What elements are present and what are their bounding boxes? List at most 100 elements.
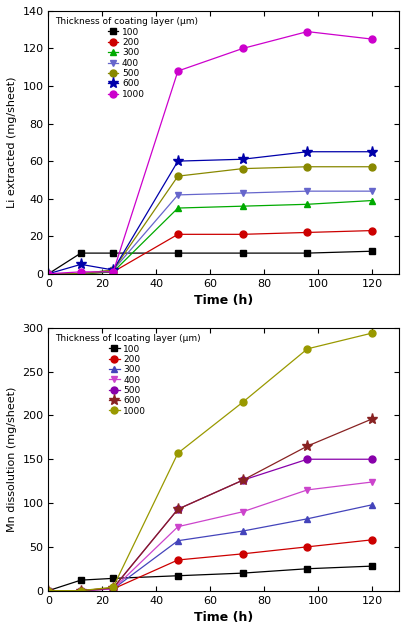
Line: 500: 500	[45, 456, 375, 594]
600	[78, 261, 83, 268]
300	[304, 201, 309, 208]
400	[175, 523, 180, 531]
1000	[46, 270, 51, 278]
1000	[304, 345, 309, 353]
1000	[240, 399, 245, 406]
100	[111, 249, 115, 257]
100	[369, 562, 373, 570]
100	[304, 565, 309, 572]
Line: 200: 200	[45, 536, 375, 594]
300	[369, 197, 373, 204]
600	[111, 584, 115, 592]
Line: 100: 100	[45, 248, 375, 277]
600	[175, 505, 180, 513]
200	[304, 228, 309, 236]
1000	[369, 35, 373, 43]
200	[240, 230, 245, 238]
400	[304, 486, 309, 493]
500	[240, 165, 245, 172]
Line: 500: 500	[45, 163, 375, 277]
200	[175, 556, 180, 563]
600	[304, 442, 309, 450]
600	[304, 148, 309, 155]
600	[78, 587, 83, 594]
100	[46, 587, 51, 594]
200	[78, 587, 83, 594]
600	[46, 270, 51, 278]
300	[111, 268, 115, 276]
300	[304, 515, 309, 522]
400	[78, 270, 83, 278]
1000	[304, 28, 309, 35]
Line: 400: 400	[45, 187, 375, 277]
Line: 600: 600	[43, 146, 377, 280]
100	[304, 249, 309, 257]
1000	[78, 587, 83, 594]
1000	[369, 329, 373, 337]
200	[111, 268, 115, 276]
X-axis label: Time (h): Time (h)	[194, 611, 253, 624]
1000	[46, 587, 51, 594]
Line: 1000: 1000	[45, 28, 375, 277]
400	[304, 187, 309, 195]
100	[111, 575, 115, 582]
300	[111, 585, 115, 593]
100	[46, 270, 51, 278]
200	[78, 270, 83, 278]
100	[78, 576, 83, 584]
Legend: 100, 200, 300, 400, 500, 600, 1000: 100, 200, 300, 400, 500, 600, 1000	[53, 15, 199, 100]
Line: 300: 300	[45, 197, 375, 277]
1000	[175, 449, 180, 457]
400	[175, 191, 180, 199]
Line: 200: 200	[45, 227, 375, 277]
100	[78, 249, 83, 257]
500	[111, 266, 115, 274]
200	[111, 585, 115, 593]
200	[369, 536, 373, 544]
600	[369, 415, 373, 423]
100	[240, 569, 245, 577]
400	[111, 266, 115, 274]
Line: 100: 100	[45, 563, 375, 594]
Line: 1000: 1000	[45, 329, 375, 594]
200	[175, 230, 180, 238]
200	[46, 587, 51, 594]
200	[46, 270, 51, 278]
400	[369, 478, 373, 486]
Y-axis label: Li extracted (mg/sheet): Li extracted (mg/sheet)	[7, 76, 17, 208]
500	[175, 505, 180, 513]
400	[78, 587, 83, 594]
300	[175, 204, 180, 212]
X-axis label: Time (h): Time (h)	[194, 294, 253, 307]
1000	[111, 583, 115, 591]
600	[175, 157, 180, 165]
600	[46, 587, 51, 594]
1000	[240, 45, 245, 52]
500	[240, 476, 245, 484]
200	[240, 550, 245, 558]
300	[46, 587, 51, 594]
Legend: 100, 200, 300, 400, 500, 600, 1000: 100, 200, 300, 400, 500, 600, 1000	[53, 333, 202, 418]
300	[175, 537, 180, 545]
Y-axis label: Mn dissolution (mg/sheet): Mn dissolution (mg/sheet)	[7, 387, 17, 532]
300	[369, 501, 373, 509]
100	[240, 249, 245, 257]
1000	[175, 68, 180, 75]
500	[304, 163, 309, 170]
Line: 600: 600	[43, 413, 377, 596]
300	[78, 270, 83, 278]
400	[240, 508, 245, 516]
600	[240, 155, 245, 163]
300	[78, 587, 83, 594]
500	[46, 587, 51, 594]
Line: 300: 300	[45, 501, 375, 594]
200	[369, 227, 373, 234]
500	[46, 270, 51, 278]
500	[78, 270, 83, 278]
100	[175, 572, 180, 579]
500	[369, 163, 373, 170]
100	[175, 249, 180, 257]
500	[111, 584, 115, 592]
400	[369, 187, 373, 195]
600	[240, 476, 245, 484]
